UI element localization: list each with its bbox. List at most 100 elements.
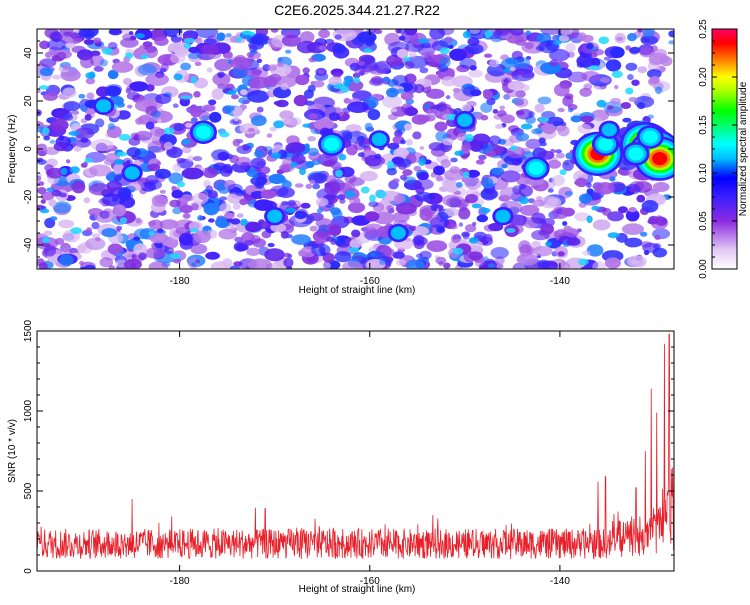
heatmap-speckle [166,146,183,159]
heatmap-speckle [69,166,80,174]
heatmap-speckle [192,156,203,162]
heatmap-speckle [538,117,549,123]
heatmap-speckle [351,229,361,238]
heatmap-speckle [507,35,524,44]
heatmap-speckle [483,256,489,262]
heatmap-speckle [580,115,594,123]
heatmap-speckle [291,234,311,245]
heatmap-speckle [230,57,253,70]
heatmap-speckle [269,126,277,132]
heatmap-speckle [99,210,110,219]
heatmap-speckle [312,183,321,190]
heatmap-speckle [148,261,168,269]
heatmap-speckle [157,118,162,123]
heatmap-speckle [548,261,557,266]
heatmap-speckle [328,224,342,237]
heatmap-speckle [426,240,448,253]
heatmap-speckle [528,111,535,118]
heatmap-speckle [499,170,521,183]
snr-ytick-label: 1000 [23,399,34,422]
heatmap-speckle [331,209,343,220]
heatmap-speckle [267,242,275,248]
heatmap-speckle [80,137,89,143]
heatmap-speckle [614,84,619,90]
heatmap-speckle [107,243,123,255]
heatmap-speckle [227,89,237,95]
heatmap-hotspot [622,142,650,166]
heatmap-speckle [386,205,395,212]
heatmap-speckle [299,167,306,176]
heatmap-speckle [195,37,203,44]
heatmap-speckle [230,265,241,269]
heatmap-speckle [359,171,378,182]
heatmap-speckle [307,84,316,93]
heatmap-speckle [330,238,337,245]
heatmap-speckle [49,118,69,132]
heatmap-speckle [242,99,250,105]
heatmap-speckle [478,154,487,160]
heatmap-speckle [596,99,607,108]
heatmap-speckle [71,110,80,115]
heatmap-speckle [509,214,527,226]
heatmap-speckle [603,56,611,61]
heatmap-speckle [38,85,50,90]
heatmap-speckle [490,247,509,259]
heatmap-speckle [539,29,561,35]
snr-xtick-label: -160 [360,576,380,587]
heatmap-speckle [551,174,565,187]
heatmap-speckle [39,208,50,214]
heatmap-speckle [172,207,183,215]
heatmap-speckle [232,203,241,210]
heatmap-speckle [462,232,470,240]
heatmap-speckle [480,207,491,214]
heatmap-speckle [379,259,387,265]
heatmap-speckle [268,73,282,83]
heatmap-speckle [134,130,153,141]
heatmap-speckle [191,203,199,211]
heatmap-speckle [217,151,230,161]
heatmap-speckle [654,234,661,240]
heatmap-speckle [126,181,145,191]
heatmap-speckle [91,233,101,238]
heatmap-speckle [394,194,403,203]
heatmap-speckle [395,259,407,266]
heatmap-speckle [99,257,114,268]
heatmap-speckle [443,169,465,181]
heatmap-speckle [246,247,261,256]
heatmap-speckle [190,243,208,255]
heatmap-speckle [510,29,524,36]
heatmap-speckle [514,97,529,108]
snr-ytick-label: 1500 [23,319,34,342]
heatmap-speckle [561,207,575,217]
heatmap-speckle [193,230,211,244]
heatmap-speckle [43,245,57,257]
colorbar-tick-label: 0.10 [698,163,709,183]
heatmap-speckle [404,61,415,69]
heatmap-speckle [328,159,337,164]
heatmap-speckle [334,34,342,40]
snr-ytick-label: 0 [23,568,34,574]
heatmap-speckle [376,190,387,198]
heatmap-speckle [599,77,611,83]
heatmap-speckle [231,94,239,100]
heatmap-speckle [48,199,57,207]
heatmap-speckle [133,159,145,167]
heatmap-speckle [387,113,398,121]
heatmap-speckle [430,204,438,212]
heatmap-speckle [345,190,356,198]
heatmap-ytick-label: -20 [23,189,34,204]
heatmap-speckle [280,82,289,91]
heatmap-speckle [217,71,226,78]
heatmap-speckle [160,63,169,72]
heatmap-speckle [339,198,346,204]
heatmap-speckle [450,157,458,163]
heatmap-speckle [545,241,552,247]
heatmap-speckle [625,87,634,95]
heatmap-speckle [485,150,496,157]
heatmap-speckle [465,224,477,233]
heatmap-speckle [197,215,204,221]
heatmap-speckle [123,258,142,269]
heatmap-speckle [211,88,224,100]
heatmap-speckle [443,262,451,269]
heatmap-speckle [509,66,516,72]
